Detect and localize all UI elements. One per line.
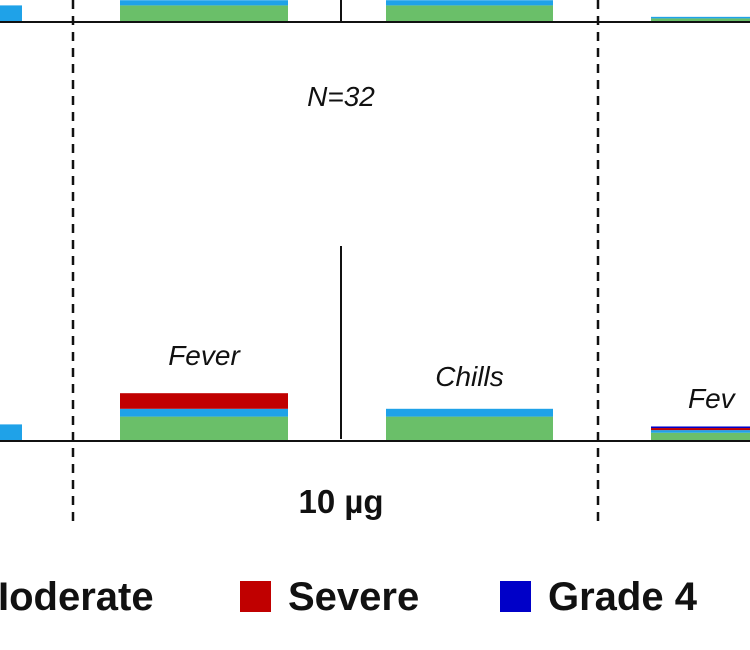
top-bar-2-moderate [386,0,553,6]
bottom-bar-3-mild [651,432,750,440]
bottom-bar-2-mild [386,416,553,440]
legend-label-2: Grade 4 [548,575,698,619]
bottom-bar-1-moderate [120,408,288,417]
bottom-bar-3-severe [651,428,750,431]
top-bar-3-mild [651,18,750,21]
legend-label-1: Severe [288,575,419,619]
legend-swatch-1 [240,581,271,612]
sample-size-note: N=32 [307,81,375,112]
top-bar-2-mild [386,5,553,22]
bottom-bar-3-moderate [651,430,750,433]
top-bar-3-moderate [651,16,750,19]
legend-swatch-2 [500,581,531,612]
legend-label-0: Ioderate [0,575,154,619]
bar-label-chills: Chills [435,361,503,392]
bottom-bar-2-moderate [386,408,553,417]
top-bar-1-mild [120,5,288,22]
top-bar-0-moderate [0,5,22,22]
bottom-panel-labels: Fever Chills Fev [168,340,736,414]
legend: Ioderate Severe Grade 4 [0,575,698,619]
top-bar-1-moderate [120,0,288,6]
dose-label: 10 µg [298,483,383,520]
bottom-bar-0-moderate [0,424,22,440]
bottom-bar-1-mild [120,416,288,440]
bottom-bar-3-grade4 [651,426,750,429]
top-panel-bars [0,0,750,22]
bar-label-fever: Fever [168,340,241,371]
bar-label-fev: Fev [688,383,737,414]
bottom-panel-bars [0,393,750,440]
bottom-bar-1-severe [120,393,288,409]
